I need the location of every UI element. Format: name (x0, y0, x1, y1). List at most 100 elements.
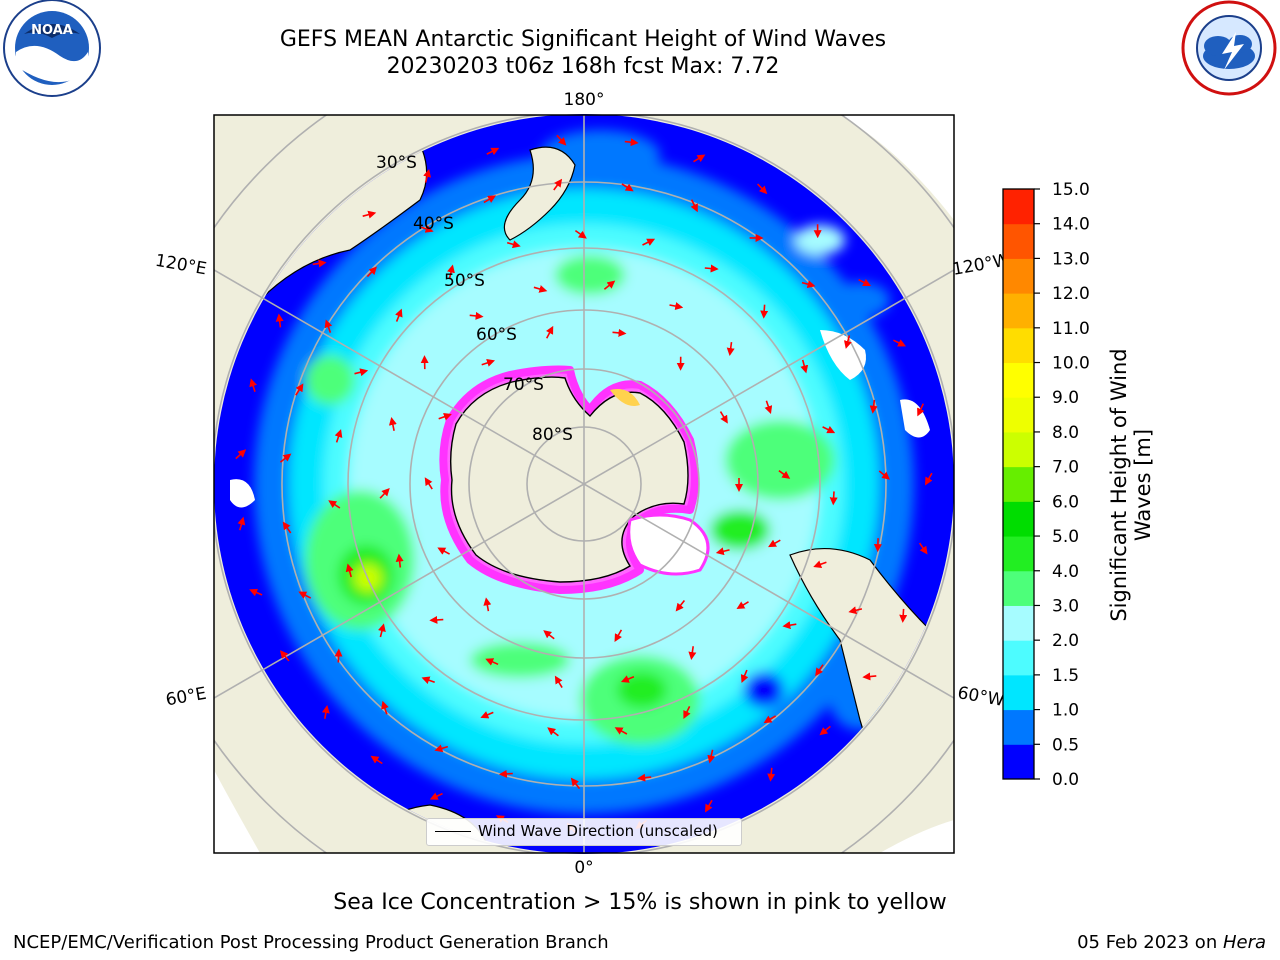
label-60e: 60°E (164, 684, 208, 711)
wave-direction-arrow (554, 675, 563, 689)
colorbar-tick-label: 0.5 (1052, 735, 1079, 755)
colorbar-segment (1003, 536, 1034, 572)
noaa-text: NOAA (31, 23, 73, 38)
date-line: 05 Feb 2023 on Hera (1077, 932, 1266, 953)
wave-direction-arrow (545, 325, 554, 339)
wave-direction-arrow (782, 621, 797, 630)
wave-direction-arrow (612, 328, 627, 337)
wave-direction-arrow (736, 601, 749, 610)
label-0: 0° (574, 858, 593, 878)
wave-direction-arrow (480, 711, 494, 719)
wave-direction-arrow (434, 744, 449, 753)
wave-direction-arrow (424, 477, 433, 490)
colorbar-tick-label: 2.0 (1052, 631, 1079, 651)
wave-direction-arrow (675, 600, 686, 612)
label-40s: 40°S (413, 214, 454, 234)
colorbar-segment (1003, 640, 1034, 676)
wave-direction-arrow (862, 672, 877, 681)
wave-direction-arrow (763, 715, 777, 724)
wave-direction-arrow (279, 453, 292, 463)
wave-direction-arrow (321, 705, 330, 719)
wave-direction-arrow (768, 539, 781, 548)
colorbar-tick-label: 11.0 (1052, 319, 1090, 339)
wave-direction-arrow (669, 302, 684, 311)
wave-direction-arrow (614, 629, 623, 643)
wave-direction-arrow (893, 339, 906, 347)
wave-direction-arrow (362, 210, 377, 219)
colorbar-segment (1003, 570, 1034, 606)
wave-direction-arrow (918, 542, 928, 555)
colorbar-segment (1003, 327, 1034, 364)
wave-direction-arrow (370, 755, 383, 765)
colorbar-tick-label: 0.0 (1052, 770, 1079, 790)
wave-direction-arrow (486, 147, 500, 156)
wave-direction-arrow (354, 368, 369, 377)
noaa-logo: NOAA (3, 0, 101, 97)
wave-direction-arrow (822, 425, 836, 434)
colorbar-segment (1003, 223, 1034, 259)
chart-title: GEFS MEAN Antarctic Significant Height o… (279, 27, 887, 52)
colorbar (1002, 188, 1035, 780)
wave-direction-arrow (237, 516, 246, 531)
label-180: 180° (564, 90, 605, 110)
wave-direction-arrow (483, 195, 497, 204)
colorbar-tick-label: 14.0 (1052, 215, 1090, 235)
colorbar-segment (1003, 258, 1034, 294)
legend-text: Wind Wave Direction (unscaled) (478, 822, 718, 840)
wave-direction-arrow (690, 199, 698, 213)
colorbar-tick-label: 5.0 (1052, 527, 1079, 547)
label-60w: 60°W (956, 683, 1006, 711)
colorbar-tick-label: 15.0 (1052, 180, 1090, 200)
wave-direction-arrow (366, 266, 377, 278)
colorbar-segment (1003, 501, 1034, 537)
wave-direction-arrow (388, 417, 397, 431)
wave-direction-arrow (858, 278, 872, 287)
wave-direction-arrow (506, 240, 521, 249)
wave-direction-arrow (483, 597, 492, 612)
wave-direction-arrow (621, 183, 634, 192)
colorbar-ticks: 0.0 0.5 1.0 1.5 2.0 3.0 4.0 5.0 6.0 7.0 8.0 9.0 10.0… (1034, 180, 1090, 790)
wave-direction-arrow (498, 769, 513, 778)
wave-direction-arrow (437, 547, 450, 555)
wave-direction-arrow (324, 319, 333, 333)
wave-direction-arrow (707, 749, 716, 764)
wave-direction-arrow (637, 773, 652, 782)
wave-direction-arrow (295, 383, 304, 396)
wave-direction-arrow (843, 335, 852, 349)
wave-direction-arrow (624, 138, 639, 147)
wave-direction-arrow (345, 563, 354, 578)
colorbar-tick-label: 1.0 (1052, 701, 1079, 721)
wave-direction-arrow (423, 168, 431, 183)
wave-direction-arrow (334, 429, 343, 443)
label-80s: 80°S (532, 425, 573, 445)
colorbar-tick-label: 1.5 (1052, 666, 1079, 686)
wave-direction-arrow (764, 400, 773, 414)
wave-direction-arrow (556, 134, 567, 146)
wave-direction-arrow (705, 799, 713, 813)
wave-direction-arrow (485, 658, 499, 666)
wave-direction-arrow (420, 225, 434, 233)
colorbar-segment (1003, 431, 1034, 468)
label-50s: 50°S (444, 271, 485, 291)
wave-direction-arrow (878, 470, 891, 480)
wave-direction-arrow (395, 553, 404, 568)
wave-direction-arrow (328, 500, 341, 509)
wave-direction-arrow (620, 675, 635, 683)
colorbar-tick-label: 13.0 (1052, 249, 1090, 269)
colorbar-tick-label: 8.0 (1052, 423, 1079, 443)
wave-direction-arrow (547, 727, 559, 737)
colorbar-tick-label: 12.0 (1052, 284, 1090, 304)
map-frame (213, 114, 955, 854)
colorbar-tick-label: 9.0 (1052, 388, 1079, 408)
wave-direction-arrow (767, 767, 776, 782)
wave-direction-arrow (778, 470, 791, 479)
wave-direction-arrow (603, 280, 616, 290)
wave-direction-arrow (829, 491, 838, 506)
wave-direction-arrow (704, 264, 719, 273)
colorbar-segment (1003, 293, 1034, 329)
wave-direction-arrow (543, 630, 555, 640)
colorbar-tick-label: 3.0 (1052, 596, 1079, 616)
wave-direction-arrow (249, 588, 263, 597)
colorbar-segment (1003, 674, 1034, 711)
wave-direction-arrow (447, 264, 455, 279)
